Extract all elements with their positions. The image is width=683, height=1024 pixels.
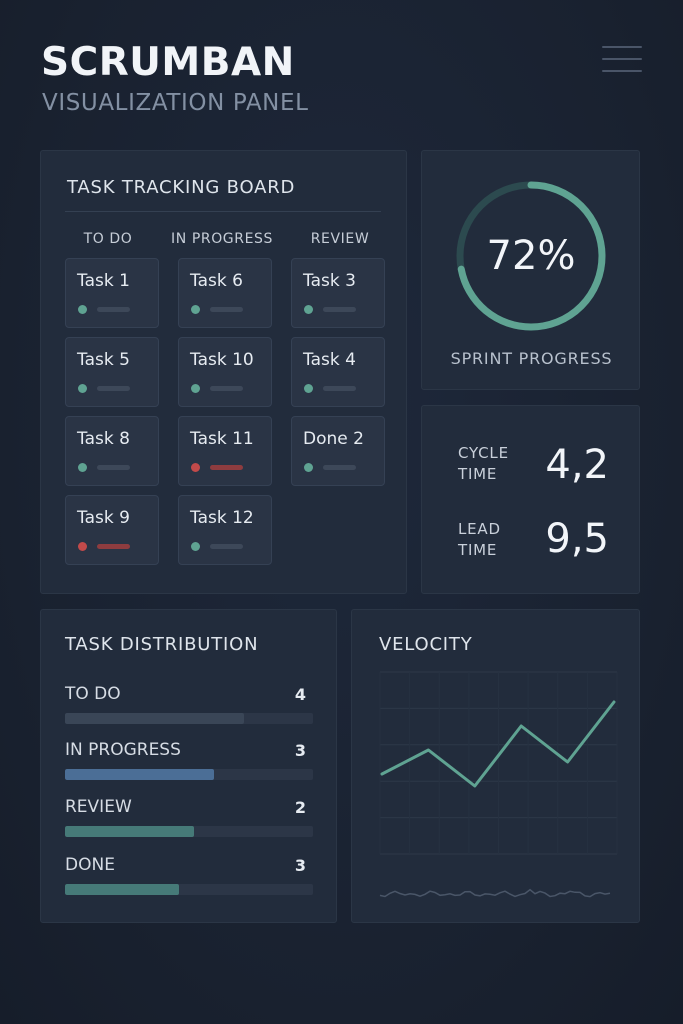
distribution-bar-track (65, 884, 313, 895)
task-status-dot (191, 305, 200, 314)
app-subtitle: VISUALIZATION PANEL (42, 90, 309, 116)
distribution-bar-track (65, 713, 313, 724)
task-status-dot (191, 542, 200, 551)
distribution-label: REVIEW (65, 797, 132, 817)
distribution-bar-fill (65, 713, 244, 724)
progress-ring-svg (456, 181, 606, 331)
menu-icon-line (602, 58, 642, 60)
task-card[interactable]: Task 3 (291, 258, 385, 328)
menu-icon-line (602, 46, 642, 48)
task-status-bar (323, 465, 356, 470)
cycle-time-label: CYCLE TIME (458, 444, 509, 483)
distribution-bar-fill (65, 884, 180, 895)
board-divider (65, 211, 381, 212)
task-status-dot (78, 463, 87, 472)
task-card[interactable]: Task 4 (291, 337, 385, 407)
task-card-label: Task 4 (303, 350, 356, 370)
task-card[interactable]: Task 11 (178, 416, 272, 486)
task-status-bar (210, 386, 243, 391)
distribution-bar-track (65, 769, 313, 780)
task-status-bar (210, 307, 243, 312)
column-header: REVIEW (310, 231, 370, 247)
velocity-card: VELOCITY (351, 609, 640, 923)
lead-time-label: LEAD TIME (458, 520, 501, 559)
task-card-label: Task 1 (77, 271, 130, 291)
sprint-progress-ring: 72% (454, 179, 608, 333)
task-card-label: Task 8 (77, 429, 130, 449)
cycle-time-value: 4,2 (545, 442, 609, 488)
task-status-bar (97, 386, 130, 391)
distribution-bar-fill (65, 826, 194, 837)
task-card[interactable]: Task 9 (65, 495, 159, 565)
menu-icon-line (602, 70, 642, 72)
app-title: SCRUMBAN (41, 40, 295, 85)
distribution-title: TASK DISTRIBUTION (65, 634, 259, 655)
column-header: IN PROGRESS (170, 231, 274, 247)
menu-icon[interactable] (602, 46, 642, 76)
task-status-bar (97, 465, 130, 470)
task-card[interactable]: Done 2 (291, 416, 385, 486)
task-card-label: Task 9 (77, 508, 130, 528)
sprint-progress-value: 72% (486, 233, 576, 279)
task-status-bar (97, 544, 130, 549)
distribution-bar-track (65, 826, 313, 837)
velocity-line (380, 700, 616, 788)
task-card[interactable]: Task 12 (178, 495, 272, 565)
velocity-chart (379, 671, 618, 898)
velocity-sparkline (379, 888, 611, 898)
task-card-label: Task 6 (190, 271, 243, 291)
distribution-label: DONE (65, 855, 115, 875)
task-card-label: Task 10 (190, 350, 254, 370)
task-card[interactable]: Task 1 (65, 258, 159, 328)
task-status-dot (78, 542, 87, 551)
progress-ring-arc (456, 181, 606, 331)
distribution-count: 2 (294, 798, 306, 817)
task-status-bar (323, 386, 356, 391)
board-title: TASK TRACKING BOARD (67, 177, 296, 198)
task-status-dot (191, 463, 200, 472)
task-status-dot (78, 305, 87, 314)
task-tracking-board: TASK TRACKING BOARD TO DO Task 1 Task 5 Tas… (40, 150, 407, 594)
distribution-count: 4 (294, 685, 306, 704)
task-status-dot (304, 384, 313, 393)
task-status-bar (323, 307, 356, 312)
task-card-label: Task 3 (303, 271, 356, 291)
task-card-label: Task 12 (190, 508, 254, 528)
task-card[interactable]: Task 10 (178, 337, 272, 407)
sprint-progress-card: 72% SPRINT PROGRESS (421, 150, 640, 390)
flow-metrics-card: CYCLE TIME 4,2 LEAD TIME 9,5 (421, 405, 640, 594)
task-status-bar (97, 307, 130, 312)
task-card-label: Done 2 (303, 429, 364, 449)
distribution-label: IN PROGRESS (65, 740, 181, 760)
lead-time-value: 9,5 (545, 516, 609, 562)
task-status-dot (304, 463, 313, 472)
distribution-count: 3 (294, 741, 306, 760)
task-card-label: Task 5 (77, 350, 130, 370)
task-card[interactable]: Task 8 (65, 416, 159, 486)
task-status-dot (78, 384, 87, 393)
column-header: TO DO (83, 231, 133, 247)
task-status-bar (210, 465, 243, 470)
task-distribution-card: TASK DISTRIBUTION TO DO 4 IN PROGRESS 3 REVI… (40, 609, 337, 923)
task-status-dot (304, 305, 313, 314)
task-card[interactable]: Task 6 (178, 258, 272, 328)
distribution-count: 3 (294, 856, 306, 875)
task-status-dot (191, 384, 200, 393)
task-card-label: Task 11 (190, 429, 254, 449)
sprint-progress-label: SPRINT PROGRESS (450, 349, 613, 368)
task-status-bar (210, 544, 243, 549)
velocity-title: VELOCITY (379, 634, 473, 655)
distribution-label: TO DO (65, 684, 121, 704)
distribution-bar-fill (65, 769, 214, 780)
task-card[interactable]: Task 5 (65, 337, 159, 407)
